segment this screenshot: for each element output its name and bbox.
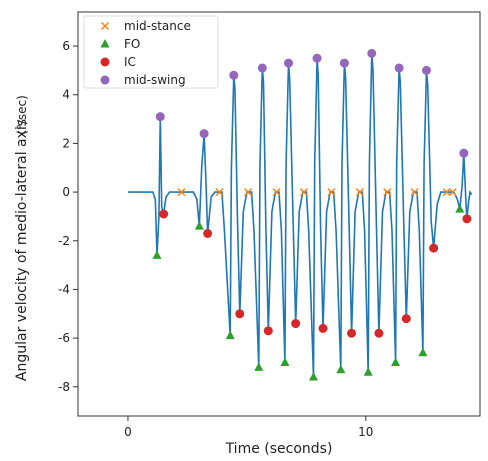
mid-swing-marker [367, 48, 377, 58]
y-tick-label: -6 [58, 331, 70, 345]
legend-fo-marker [100, 39, 110, 48]
y-tick-label: -8 [58, 380, 70, 394]
mid-swing-marker [199, 129, 209, 139]
fo-marker [225, 330, 235, 340]
ic-marker [203, 228, 213, 238]
y-axis-unit: (°/sec) [15, 95, 29, 135]
ic-marker [318, 323, 328, 333]
legend-mid-swing-marker [100, 75, 110, 85]
ic-marker [462, 214, 472, 224]
ic-marker [263, 326, 273, 336]
x-axis-label: Time (seconds) [225, 441, 333, 457]
mid-swing-marker [394, 63, 404, 73]
mid-swing-marker [312, 53, 322, 63]
mid-stance-marker [272, 188, 281, 197]
y-tick-label: 6 [62, 39, 70, 53]
y-tick-label: 0 [62, 185, 70, 199]
signal-line [128, 53, 473, 378]
legend-fo-label: FO [124, 37, 140, 51]
fo-marker [391, 357, 401, 366]
legend-box [83, 15, 219, 89]
mid-stance-marker [442, 188, 451, 197]
legend-mid-swing-label: mid-swing [124, 73, 186, 87]
y-tick-label: 4 [62, 88, 70, 102]
mid-swing-marker [229, 70, 239, 80]
ic-marker [401, 314, 411, 324]
mid-swing-marker [284, 58, 294, 68]
mid-stance-marker [355, 188, 364, 197]
mid-swing-marker [421, 65, 431, 75]
fo-marker [336, 364, 346, 374]
ic-marker [374, 328, 384, 338]
ic-marker [429, 243, 439, 253]
fo-marker [455, 204, 465, 213]
mid-stance-marker [244, 188, 253, 197]
legend-mid-stance-label: mid-stance [124, 19, 191, 33]
y-tick-label: -4 [58, 282, 70, 296]
mid-swing-marker [257, 63, 267, 73]
mid-stance-marker [448, 188, 457, 197]
event-markers [152, 48, 472, 381]
mid-stance-marker [327, 188, 336, 197]
ic-marker [235, 309, 245, 319]
mid-stance-marker [410, 188, 419, 197]
x-tick-label: 0 [124, 425, 132, 439]
mid-stance-marker [215, 188, 224, 197]
fo-marker [194, 221, 204, 230]
mid-swing-marker [339, 58, 349, 68]
ic-marker [159, 209, 169, 219]
legend-ic-marker [100, 57, 110, 67]
y-tick-label: 2 [62, 136, 70, 150]
mid-swing-marker [459, 148, 469, 158]
x-tick-label: 10 [358, 425, 373, 439]
legend-mid-stance-marker [101, 22, 109, 30]
fo-marker [280, 357, 290, 366]
y-axis: -8 -6 -4 -2 0 2 4 6 [58, 39, 78, 394]
fo-marker [418, 347, 428, 357]
fo-marker [152, 250, 162, 259]
mid-stance-marker [177, 188, 186, 197]
ic-marker [291, 319, 301, 329]
legend: mid-stance FO IC mid-swing [83, 15, 219, 89]
mid-stance-marker [299, 188, 308, 197]
y-axis-label: Angular velocity of medio-lateral axis [14, 119, 30, 381]
y-tick-label: -2 [58, 234, 70, 248]
mid-swing-marker [155, 112, 165, 122]
fo-marker [308, 372, 318, 381]
x-axis: 0 10 [124, 416, 373, 439]
mid-stance-marker [383, 188, 392, 197]
fo-marker [363, 367, 373, 376]
legend-ic-label: IC [124, 55, 136, 69]
fo-marker [254, 362, 264, 371]
ic-marker [347, 328, 357, 338]
